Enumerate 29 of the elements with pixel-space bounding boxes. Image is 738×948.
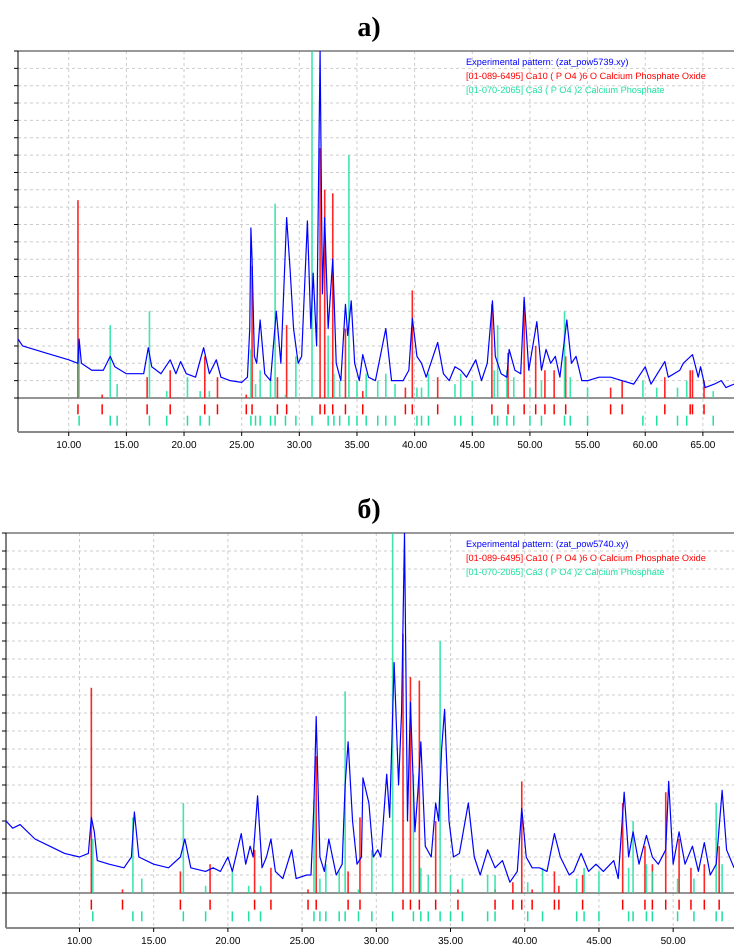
x-tick-label: 60.00: [632, 440, 658, 451]
x-tick-label: 65.00: [690, 440, 716, 451]
chart-title: а): [357, 12, 381, 43]
x-tick-label: 55.00: [575, 440, 601, 451]
x-tick-label: 40.00: [402, 440, 428, 451]
text: [01-089-6495] Ca10 ( P O4 )6 O Calcium Phosphate Oxide: [466, 71, 706, 81]
text: [01-070-2065] Ca3 ( P O4 )2 Calcium Phosphate: [466, 85, 664, 95]
text: Experimental pattern: (zat_pow5739.xy): [466, 57, 628, 67]
text: Experimental pattern: (zat_pow5740.xy): [466, 539, 628, 549]
chart-title: б): [357, 494, 381, 525]
x-tick-label: 45.00: [586, 936, 612, 947]
text: [01-070-2065] Ca3 ( P O4 )2 Calcium Phosphate: [466, 567, 664, 577]
x-tick-label: 25.00: [290, 936, 316, 947]
x-tick-label: 10.00: [66, 936, 92, 947]
x-tick-label: 50.00: [517, 440, 543, 451]
x-tick-label: 10.00: [56, 440, 82, 451]
text: [01-089-6495] Ca10 ( P O4 )6 O Calcium Phosphate Oxide: [466, 553, 706, 563]
x-tick-label: 35.00: [344, 440, 370, 451]
x-tick-label: 35.00: [438, 936, 464, 947]
x-tick-label: 20.00: [172, 440, 197, 451]
x-tick-label: 15.00: [114, 440, 140, 451]
x-tick-label: 15.00: [141, 936, 167, 947]
x-tick-label: 40.00: [512, 936, 538, 947]
x-tick-label: 25.00: [229, 440, 255, 451]
x-tick-label: 45.00: [460, 440, 486, 451]
x-tick-label: 20.00: [215, 936, 241, 947]
x-tick-label: 50.00: [660, 936, 686, 947]
x-tick-label: 30.00: [364, 936, 390, 947]
x-tick-label: 30.00: [286, 440, 312, 451]
